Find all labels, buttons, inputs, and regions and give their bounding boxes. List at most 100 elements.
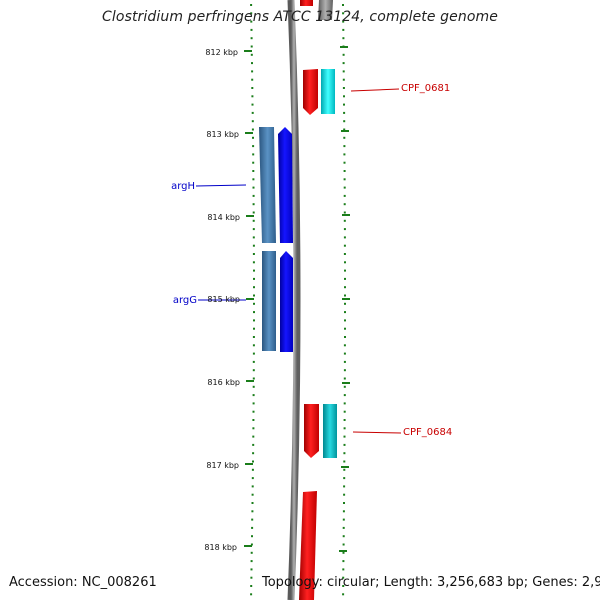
minor-tick [342, 593, 345, 596]
minor-tick [344, 302, 346, 305]
minor-tick [343, 228, 346, 231]
minor-tick [252, 253, 255, 255]
minor-tick [343, 211, 346, 214]
minor-tick [252, 211, 255, 214]
tick-814: 814 kbp [207, 213, 350, 222]
minor-tick [252, 443, 255, 446]
minor-tick [342, 543, 345, 546]
minor-tick [251, 535, 253, 538]
minor-tick [343, 385, 346, 388]
minor-tick [252, 410, 255, 413]
minor-tick [343, 435, 346, 438]
gene-red-bottom [299, 491, 317, 600]
minor-tick [250, 543, 253, 546]
minor-tick [252, 236, 255, 239]
minor-tick [250, 28, 253, 31]
minor-tick [342, 568, 345, 571]
minor-tick [252, 186, 255, 189]
minor-tick [343, 194, 346, 197]
minor-tick [251, 128, 254, 131]
minor-tick [342, 518, 345, 521]
minor-tick [342, 526, 345, 529]
minor-tick [342, 28, 345, 31]
minor-tick [252, 435, 255, 438]
minor-tick [253, 269, 255, 272]
tick-label: 814 kbp [207, 213, 240, 222]
topology-text: Topology: circular; Length: 3,256,683 bp… [262, 575, 600, 590]
minor-tick [252, 344, 255, 347]
minor-tick [342, 37, 345, 40]
minor-tick [344, 327, 346, 330]
minor-tick [342, 20, 345, 23]
gene-label-argg[interactable]: argG [173, 295, 197, 306]
gene-label-cpf0681[interactable]: CPF_0681 [401, 83, 450, 94]
minor-tick [343, 186, 346, 189]
gene-cpf0684-teal [323, 404, 337, 458]
minor-tick [343, 103, 345, 106]
minor-tick [343, 178, 346, 181]
minor-tick [342, 62, 345, 65]
cpf0684-leader-line [352, 431, 402, 434]
gene-label-cpf0684[interactable]: CPF_0684 [403, 427, 452, 438]
minor-tick [251, 502, 254, 504]
minor-tick [343, 219, 346, 222]
tick-818: 818 kbp [204, 543, 347, 552]
tick-label: 816 kbp [207, 378, 240, 387]
minor-tick [253, 277, 255, 280]
minor-tick [343, 477, 346, 480]
minor-tick [250, 593, 253, 596]
minor-tick [252, 419, 255, 421]
tick-label: 815 kbp [207, 295, 240, 304]
minor-tick [343, 170, 346, 172]
minor-tick [251, 70, 254, 73]
minor-tick [250, 560, 253, 563]
tick-label: 817 kbp [206, 461, 239, 470]
minor-tick [343, 145, 346, 148]
minor-tick [343, 111, 346, 114]
tick-817: 817 kbp [206, 461, 349, 470]
accession-text: Accession: NC_008261 [9, 575, 157, 590]
minor-tick [253, 294, 255, 297]
cpf0681-leader-line [350, 88, 400, 92]
minor-tick [252, 161, 255, 164]
minor-tick [252, 228, 255, 231]
minor-tick [344, 261, 346, 264]
minor-tick [251, 477, 254, 480]
tick-label: 812 kbp [205, 48, 238, 57]
minor-tick [252, 369, 255, 372]
minor-tick [251, 485, 254, 488]
minor-tick [251, 468, 254, 471]
minor-tick [342, 510, 345, 513]
minor-tick [342, 78, 345, 81]
gene-label-argh[interactable]: argH [171, 181, 195, 192]
gene-argh-blue [278, 127, 293, 243]
minor-tick [343, 253, 346, 255]
tick-815: 815 kbp [207, 295, 350, 304]
minor-tick [250, 45, 253, 48]
minor-tick [342, 87, 345, 89]
minor-tick [250, 20, 253, 23]
gene-cpf0684-red [304, 404, 319, 458]
minor-tick [252, 203, 255, 206]
minor-tick [343, 460, 346, 463]
minor-tick [343, 402, 346, 405]
tick-label: 813 kbp [206, 130, 239, 139]
minor-tick [253, 311, 255, 314]
minor-tick [342, 12, 345, 15]
outer-arc-segment [318, 0, 333, 20]
minor-tick [251, 510, 254, 513]
minor-tick [251, 120, 254, 123]
minor-tick [344, 277, 346, 280]
major-ticks: 812 kbp 813 kbp 814 kbp 815 kbp 816 kbp [204, 46, 350, 552]
gene-argh-steel [259, 127, 276, 243]
minor-tick [251, 95, 254, 98]
tick-label: 818 kbp [204, 543, 237, 552]
minor-tick [251, 62, 253, 65]
minor-tick [252, 460, 254, 463]
minor-tick [342, 576, 345, 579]
minor-tick [252, 219, 255, 222]
minor-tick [253, 302, 255, 305]
minor-tick [250, 585, 253, 587]
